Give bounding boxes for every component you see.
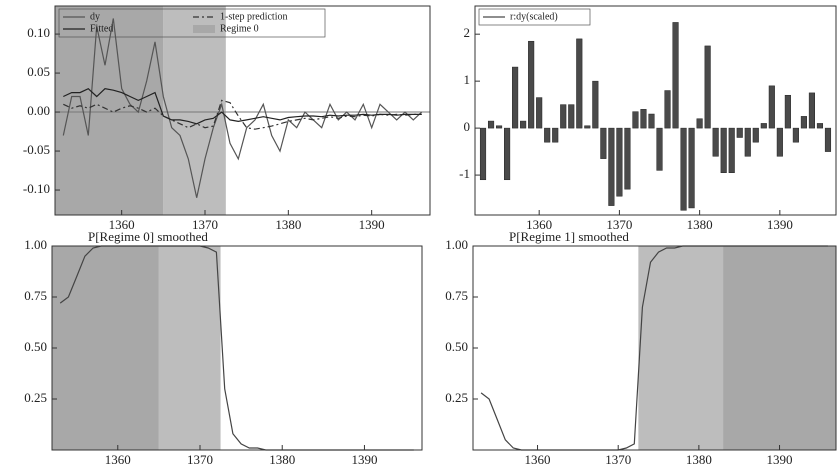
bar [705, 46, 711, 128]
y-tick-label: 0.25 [445, 390, 468, 405]
legend-label: r:dy(scaled) [510, 11, 558, 22]
bar [536, 98, 542, 129]
regime-shading [159, 246, 221, 450]
bar [801, 116, 807, 128]
x-tick-label: 1370 [187, 452, 213, 467]
y-tick-label: 0.50 [445, 339, 468, 354]
bar [496, 126, 502, 128]
bar [825, 128, 831, 151]
bar [552, 128, 558, 142]
bar [689, 128, 695, 208]
bar [745, 128, 751, 156]
x-tick-label: 1390 [767, 452, 793, 467]
bar [576, 39, 582, 128]
bar [512, 67, 518, 128]
legend-label: Fitted [90, 23, 113, 34]
bar [785, 95, 791, 128]
x-tick-label: 1380 [687, 217, 713, 232]
bar [488, 121, 494, 128]
legend-label: 1-step prediction [220, 11, 287, 22]
x-tick-label: 1390 [359, 217, 385, 232]
legend-label: Regime 0 [220, 23, 259, 34]
y-tick-label: -0.10 [23, 181, 50, 196]
bar [753, 128, 759, 142]
x-tick-label: 1360 [105, 452, 131, 467]
bar [649, 114, 655, 128]
x-tick-label: 1390 [767, 217, 793, 232]
y-tick-label: 0.75 [24, 288, 47, 303]
bar [593, 81, 599, 128]
x-tick-label: 1370 [605, 452, 631, 467]
bar [809, 93, 815, 128]
bar [641, 109, 647, 128]
x-tick-label: 1380 [269, 452, 295, 467]
bar [528, 41, 534, 128]
legend-label: dy [90, 11, 100, 22]
y-tick-label: 0.00 [27, 103, 50, 118]
y-tick-label: -0.05 [23, 142, 50, 157]
bar [625, 128, 631, 189]
y-tick-label: 1 [464, 72, 471, 87]
y-tick-label: 0.75 [445, 288, 468, 303]
y-tick-label: 1.00 [24, 237, 47, 252]
x-tick-label: 1380 [275, 217, 301, 232]
regime-shading [52, 246, 159, 450]
bar [560, 105, 566, 128]
x-tick-label: 1360 [525, 452, 551, 467]
bar [673, 22, 679, 128]
y-tick-label: 2 [464, 25, 471, 40]
bar [665, 91, 671, 129]
bar [737, 128, 743, 137]
bar [568, 105, 574, 128]
bar [544, 128, 550, 142]
panel-title: P[Regime 0] smoothed [88, 229, 208, 244]
y-tick-label: 0.25 [24, 390, 47, 405]
bar [504, 128, 510, 180]
y-tick-label: 0.50 [24, 339, 47, 354]
bar [657, 128, 663, 170]
y-tick-label: -1 [459, 166, 470, 181]
regime-shading [638, 246, 723, 450]
y-tick-label: 0.10 [27, 25, 50, 40]
page: -0.10 -0.05 0.00 0.05 0.10 1360 1370 1380 1390 dy… [0, 0, 840, 470]
bar [633, 112, 639, 128]
bar [617, 128, 623, 196]
bar [713, 128, 719, 156]
y-tick-label: 0.05 [27, 64, 50, 79]
panel-title: P[Regime 1] smoothed [509, 229, 629, 244]
panel: 0.25 0.50 0.75 1.00 1360 1370 1380 1390 P[Regime… [24, 229, 422, 467]
bar [697, 119, 703, 128]
bar [729, 128, 735, 173]
y-tick-label: 1.00 [445, 237, 468, 252]
figure: -0.10 -0.05 0.00 0.05 0.10 1360 1370 1380 1390 dy… [0, 0, 840, 470]
y-tick-label: 0 [464, 119, 471, 134]
bar [761, 123, 767, 128]
bar [609, 128, 615, 205]
bar [817, 123, 823, 128]
bar [480, 128, 486, 180]
bar [777, 128, 783, 156]
legend-swatch [193, 25, 215, 33]
bar [585, 126, 591, 128]
bar [520, 121, 526, 128]
bar [681, 128, 687, 210]
panel: 0.25 0.50 0.75 1.00 1360 1370 1380 1390 P[Regime… [445, 229, 836, 467]
bar [721, 128, 727, 173]
bar [601, 128, 607, 159]
x-tick-label: 1390 [351, 452, 377, 467]
x-tick-label: 1380 [686, 452, 712, 467]
regime-shading [723, 246, 836, 450]
bar [769, 86, 775, 128]
bar [793, 128, 799, 142]
